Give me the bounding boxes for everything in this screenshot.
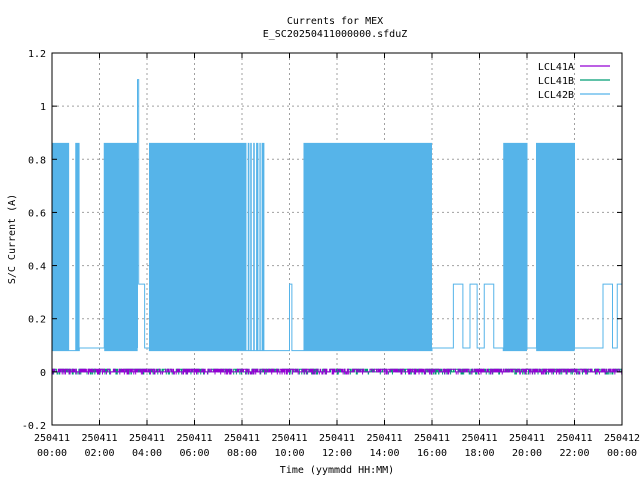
x-tick-date: 250411	[224, 433, 260, 444]
x-tick-time: 16:00	[417, 448, 447, 459]
x-tick-date: 250411	[319, 433, 355, 444]
y-tick-label: 0.2	[28, 315, 46, 326]
x-tick-date: 250411	[81, 433, 117, 444]
legend-label: LCL42B	[538, 90, 574, 101]
x-tick-date: 250411	[509, 433, 545, 444]
y-tick-label: 0	[40, 368, 46, 379]
x-tick-time: 22:00	[559, 448, 589, 459]
x-tick-time: 18:00	[464, 448, 494, 459]
x-tick-time: 06:00	[179, 448, 209, 459]
chart-subtitle: E_SC20250411000000.sfduZ	[263, 29, 408, 40]
series-line-lcl42b	[52, 79, 622, 352]
legend-label: LCL41A	[538, 62, 574, 73]
x-tick-date: 250411	[176, 433, 212, 444]
x-tick-date: 250412	[604, 433, 640, 444]
x-tick-time: 08:00	[227, 448, 257, 459]
x-tick-date: 250411	[129, 433, 165, 444]
legend: LCL41A LCL41B LCL42B	[538, 62, 610, 101]
series-line-lcl41a	[51, 368, 623, 375]
x-tick-time: 00:00	[37, 448, 67, 459]
x-tick-date: 250411	[366, 433, 402, 444]
y-tick-label: -0.2	[22, 421, 46, 432]
x-tick-date: 250411	[461, 433, 497, 444]
y-tick-label: 0.4	[28, 262, 46, 273]
x-tick-time: 12:00	[322, 448, 352, 459]
x-tick-time: 20:00	[512, 448, 542, 459]
x-tick-time: 14:00	[369, 448, 399, 459]
y-tick-label: 0.8	[28, 155, 46, 166]
y-tick-label: 1	[40, 102, 46, 113]
y-axis-label: S/C Current (A)	[7, 194, 18, 284]
x-tick-date: 250411	[556, 433, 592, 444]
plot-area	[51, 79, 623, 375]
x-axis-label: Time (yymmdd HH:MM)	[280, 465, 394, 476]
y-tick-label: 0.6	[28, 208, 46, 219]
axis-ticks: -0.2 0 0.2 0.4 0.6 0.8 1 1.2 250411 00:00 250411 02…	[22, 49, 640, 459]
x-tick-time: 10:00	[274, 448, 304, 459]
y-tick-label: 1.2	[28, 49, 46, 60]
x-tick-date: 250411	[271, 433, 307, 444]
x-tick-time: 02:00	[84, 448, 114, 459]
x-tick-time: 00:00	[607, 448, 637, 459]
chart-title: Currents for MEX	[287, 16, 383, 27]
x-tick-date: 250411	[34, 433, 70, 444]
legend-label: LCL41B	[538, 76, 574, 87]
x-tick-date: 250411	[414, 433, 450, 444]
x-tick-time: 04:00	[132, 448, 162, 459]
